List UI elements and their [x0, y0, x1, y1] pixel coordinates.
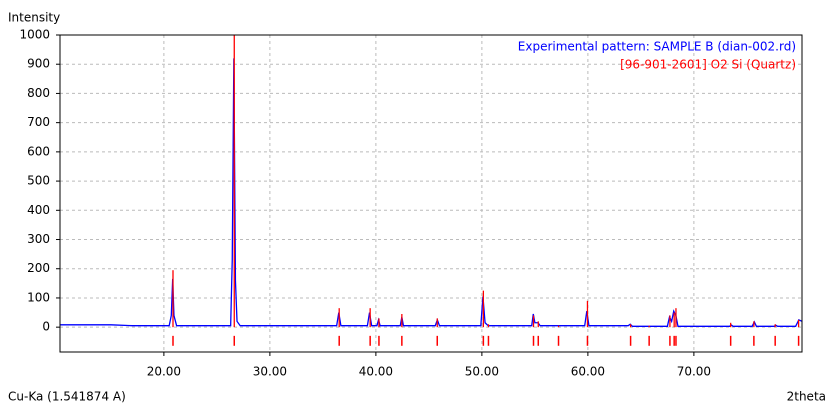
- y-tick-label: 700: [27, 115, 50, 129]
- x-tick-label: 20.00: [147, 365, 181, 379]
- plot-frame: [59, 34, 803, 353]
- y-tick-label: 500: [27, 174, 50, 188]
- annotation: Cu-Ka (1.541874 A): [8, 390, 126, 404]
- y-tick-label: 800: [27, 86, 50, 100]
- x-tick-label: 60.00: [571, 365, 605, 379]
- x-axis-label: 2theta: [787, 390, 826, 404]
- marks: [60, 35, 802, 346]
- y-tick-label: 900: [27, 57, 50, 71]
- x-tick-label: 40.00: [359, 365, 393, 379]
- y-tick-label: 0: [42, 320, 50, 334]
- y-axis-label: Intensity: [8, 11, 60, 25]
- legend-entry: [96-901-2601] O2 Si (Quartz): [620, 58, 796, 72]
- y-tick-label: 300: [27, 232, 50, 246]
- y-tick-label: 400: [27, 203, 50, 217]
- y-tick-label: 600: [27, 144, 50, 158]
- plot-area: [60, 35, 802, 352]
- x-tick-label: 50.00: [465, 365, 499, 379]
- y-tick-label: 200: [27, 261, 50, 275]
- x-tick-label: 30.00: [253, 365, 287, 379]
- legend-entry: Experimental pattern: SAMPLE B (dian-002…: [518, 40, 796, 54]
- y-tick-label: 100: [27, 290, 50, 304]
- y-tick-label: 1000: [19, 28, 50, 42]
- x-tick-label: 70.00: [677, 365, 711, 379]
